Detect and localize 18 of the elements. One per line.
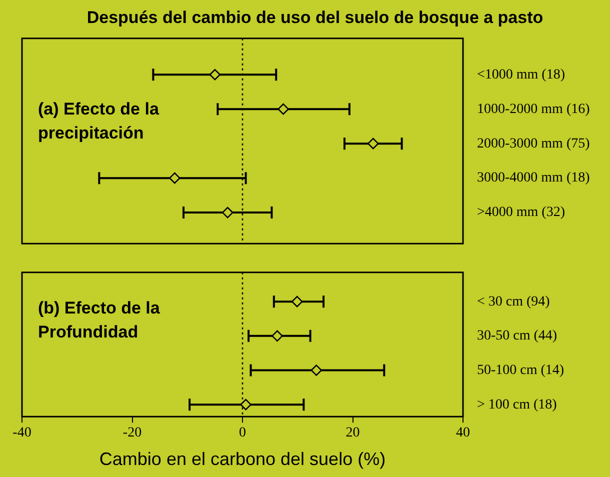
annotation: (b) Efecto de la Profundidad [38,298,160,342]
x-tick-label: 40 [456,426,470,441]
y-tick-label: <1000 mm (18) [477,67,566,82]
y-tick-label: 1000-2000 mm (16) [477,102,590,117]
annotation: (a) Efecto de la precipitación [38,100,160,143]
y-tick-label: 30-50 cm (44) [477,328,558,344]
y-tick-label: 2000-3000 mm (75) [477,136,590,152]
x-tick-label: 0 [239,426,246,441]
y-tick-label: 3000-4000 mm (18) [477,170,590,186]
x-tick-label: -40 [12,426,32,441]
x-axis-title: Cambio en el carbono del suelo (%) [99,449,386,470]
y-tick-label: 50-100 cm (14) [477,362,564,378]
x-tick-label: 20 [346,426,360,441]
x-tick-label: -20 [122,426,142,441]
y-tick-label: > 100 cm (18) [477,397,558,412]
chart-title: Después del cambio de uso del suelo de bosque a pasto [86,8,544,27]
y-tick-label: >4000 mm (32) [477,205,566,220]
y-tick-label: < 30 cm (94) [477,294,550,310]
